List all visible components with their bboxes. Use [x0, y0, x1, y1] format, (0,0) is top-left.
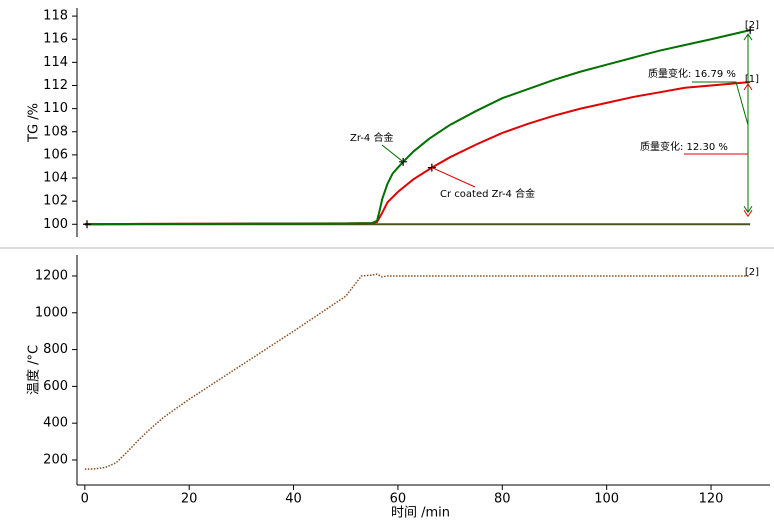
y-tick-label: 114: [43, 55, 68, 70]
annotation: 质量变化: 12.30 %: [640, 140, 728, 153]
series-label: Cr coated Zr-4 合金: [440, 187, 535, 200]
x-tick-label: 60: [390, 492, 407, 507]
x-axis-label: 时间 /min: [391, 506, 450, 521]
arrow-head: [743, 33, 753, 214]
y-tick-label: 108: [43, 124, 68, 139]
annotation: [2]: [745, 267, 759, 278]
x-tick-label: 0: [81, 492, 89, 507]
x-tick-label: 100: [594, 492, 619, 507]
y-tick-label: 102: [43, 194, 68, 209]
y-tick-label: 112: [43, 78, 68, 93]
marker: [427, 163, 436, 172]
arrow-head: [743, 83, 753, 218]
x-tick-label: 40: [285, 492, 302, 507]
leader: [431, 167, 476, 188]
x-tick-label: 80: [494, 492, 511, 507]
leader: [692, 81, 749, 126]
y-tick-label: 400: [43, 416, 68, 431]
annotation: [1]: [745, 74, 759, 85]
x-tick-label: 120: [699, 492, 724, 507]
y-tick-label: 116: [43, 32, 68, 47]
y-tick-label: 200: [43, 452, 68, 467]
y-tick-label: 104: [43, 171, 68, 186]
y-tick-label: 110: [43, 101, 68, 116]
leader: [381, 144, 404, 163]
y-tick-label: 118: [43, 9, 68, 24]
y-tick-label: 600: [43, 379, 68, 394]
series-line: [84, 273, 751, 470]
annotation: 质量变化: 16.79 %: [648, 67, 736, 80]
y-tick-label: 1000: [35, 305, 68, 320]
y-tick-label: 1200: [35, 268, 68, 283]
annotation: [2]: [745, 20, 759, 31]
y-axis-label: TG /%: [27, 103, 42, 143]
x-tick-label: 20: [181, 492, 198, 507]
series-line: [84, 81, 751, 226]
marker: [746, 26, 755, 35]
y-tick-label: 106: [43, 147, 68, 162]
series-label: Zr-4 合金: [350, 131, 393, 144]
series-line: [84, 29, 751, 226]
y-tick-label: 100: [43, 217, 68, 232]
marker: [83, 220, 91, 229]
y-tick-label: 800: [43, 342, 68, 357]
y-axis-label: 温度 /°C: [26, 345, 42, 395]
